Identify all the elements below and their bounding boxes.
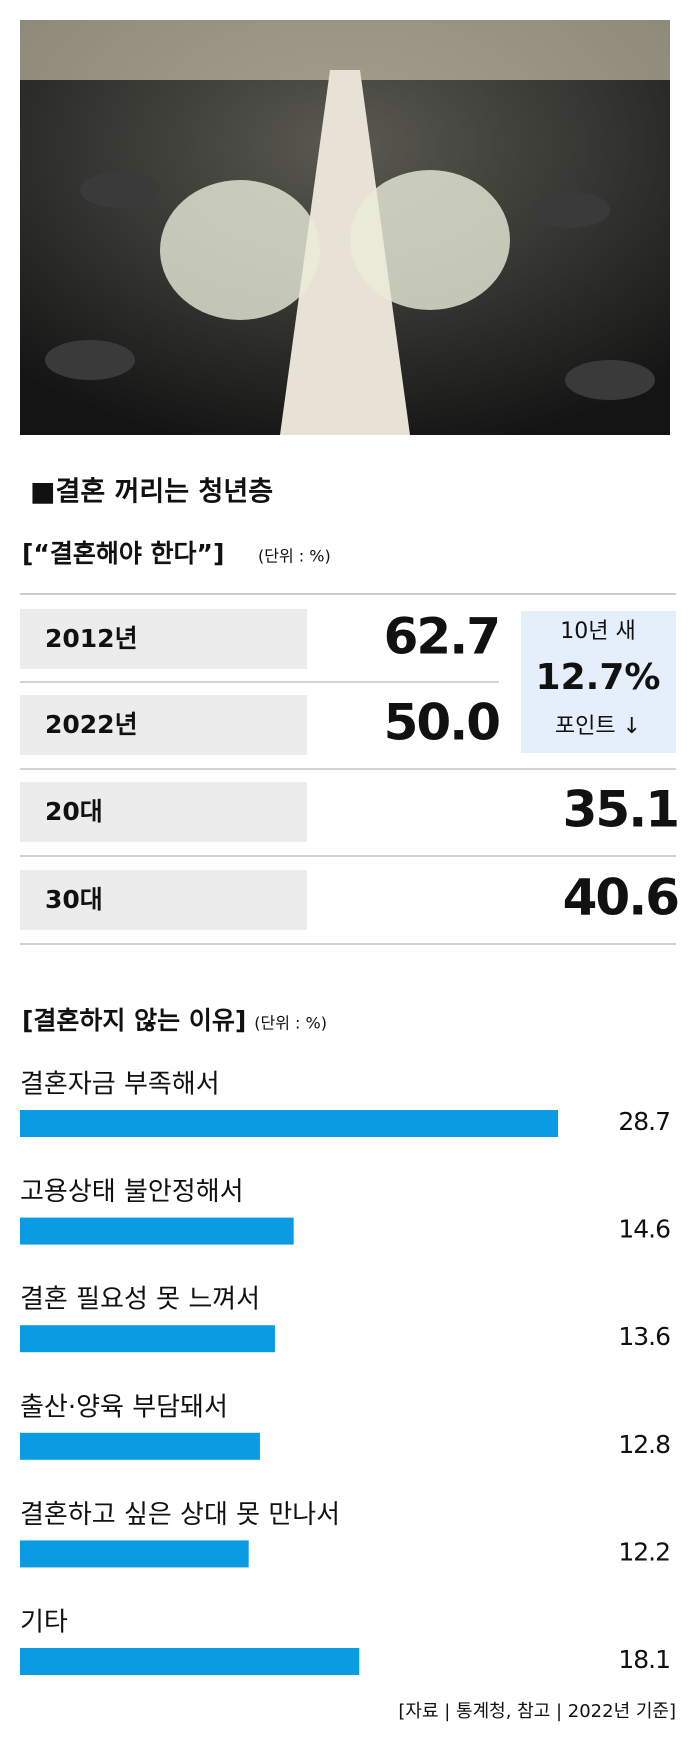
value-label: 18.1: [618, 1645, 670, 1674]
table-unit: (단위 : %): [258, 547, 331, 566]
row-label: 30대: [45, 885, 103, 914]
row-label: 2012년: [45, 624, 138, 653]
photo: [20, 20, 670, 435]
category-label: 출산·양육 부담돼서: [20, 1392, 228, 1422]
bar: [20, 1110, 558, 1137]
value-label: 28.7: [618, 1107, 670, 1136]
row-box: [20, 870, 307, 930]
chart-unit: (단위 : %): [254, 1014, 327, 1033]
bar: [20, 1648, 360, 1675]
category-label: 결혼하고 싶은 상대 못 만나서: [20, 1500, 340, 1530]
note-text: 12.7%: [536, 657, 661, 698]
value-label: 12.8: [618, 1430, 670, 1459]
note-text: 포인트 ↓: [555, 714, 641, 739]
row-value: 35.1: [563, 781, 678, 839]
category-label: 결혼자금 부족해서: [20, 1070, 220, 1100]
row-value: 40.6: [563, 869, 679, 927]
category-label: 결혼 필요성 못 느껴서: [20, 1285, 260, 1315]
bar: [20, 1432, 260, 1460]
section-title: ■결혼 꺼리는 청년층: [30, 477, 273, 508]
bar: [20, 1217, 294, 1245]
category-label: 기타: [20, 1608, 68, 1638]
value-label: 12.2: [618, 1537, 670, 1566]
row-box: [20, 695, 307, 755]
row-label: 20대: [45, 797, 103, 826]
source: [자료 | 통계청, 참고 | 2022년 기준]: [398, 1701, 676, 1722]
category-label: 고용상태 불안정해서: [20, 1177, 244, 1207]
value-label: 13.6: [618, 1322, 670, 1351]
bar: [20, 1540, 249, 1568]
bar: [20, 1325, 275, 1353]
value-label: 14.6: [618, 1215, 670, 1244]
row-value: 62.7: [384, 608, 499, 666]
row-box: [20, 782, 307, 842]
row-value: 50.0: [384, 694, 500, 752]
row-label: 2022년: [45, 710, 138, 739]
row-box: [20, 609, 307, 669]
table-title: [“결혼해야 한다”]: [22, 539, 224, 568]
chart-title: [결혼하지 않는 이유]: [22, 1006, 246, 1035]
note-text: 10년 새: [560, 619, 635, 644]
note-box: [521, 611, 676, 753]
